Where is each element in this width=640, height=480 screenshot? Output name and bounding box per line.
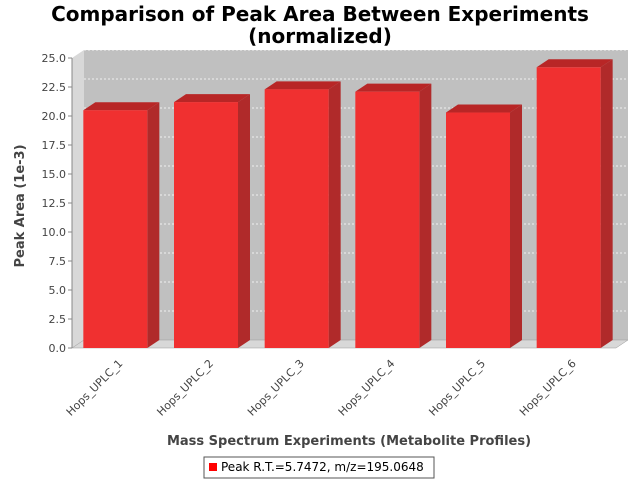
bar-side (600, 59, 613, 348)
y-axis-label: Peak Area (1e-3) (13, 144, 28, 267)
bar-top (174, 94, 250, 103)
y-axis: 0.0 2.5 5.0 7.5 10.0 12.5 15.0 17.5 20.0 22.5 25.0 (42, 52, 73, 355)
legend-label: Peak R.T.=5.7472, m/z=195.0648 (221, 460, 424, 474)
bar-side (510, 104, 522, 349)
bar-front (446, 112, 510, 349)
bar-front (536, 67, 601, 348)
bar-top (83, 102, 160, 111)
y-tick-label: 17.5 (42, 139, 67, 152)
bar-front (264, 89, 329, 348)
bars (83, 59, 613, 349)
bar (446, 104, 522, 349)
x-tick-label: Hops_UPLC_4 (336, 357, 398, 419)
bar-top (355, 83, 432, 92)
bar-side (147, 102, 160, 348)
y-tick-label: 22.5 (42, 81, 67, 94)
bar-front (355, 91, 420, 348)
bar (174, 94, 250, 348)
y-tick-label: 7.5 (49, 255, 67, 268)
x-tick-label: Hops_UPLC_5 (426, 357, 488, 419)
bar-top (264, 81, 341, 90)
y-tick-label: 5.0 (49, 284, 67, 297)
chart-title: Comparison of Peak Area Between Experime… (51, 2, 589, 26)
bar-side (419, 83, 432, 348)
y-tick-label: 10.0 (42, 226, 67, 239)
x-tick-label: Hops_UPLC_3 (245, 357, 307, 419)
bar (536, 59, 613, 348)
x-tick-label: Hops_UPLC_2 (154, 357, 216, 419)
y-tick-label: 20.0 (42, 110, 67, 123)
plot-side-wall (72, 50, 84, 348)
x-axis-label: Mass Spectrum Experiments (Metabolite Pr… (167, 434, 531, 449)
bar (355, 83, 432, 348)
chart-subtitle: (normalized) (248, 24, 392, 48)
bar (264, 81, 341, 348)
bar-side (238, 94, 250, 348)
x-axis: Hops_UPLC_1 Hops_UPLC_2 Hops_UPLC_3 Hops_UP… (64, 357, 579, 419)
bar-top (446, 104, 522, 113)
y-tick-label: 2.5 (49, 313, 67, 326)
y-tick-label: 15.0 (42, 168, 67, 181)
bar-front (174, 102, 238, 348)
y-tick-label: 12.5 (42, 197, 67, 210)
bar-top (536, 59, 613, 68)
bar-side (328, 81, 341, 348)
x-tick-label: Hops_UPLC_1 (64, 357, 126, 419)
y-tick-label: 25.0 (42, 52, 67, 65)
legend: Peak R.T.=5.7472, m/z=195.0648 (203, 456, 435, 479)
legend-box (203, 456, 435, 479)
y-tick-label: 0.0 (49, 342, 67, 355)
bar (83, 102, 160, 348)
bar-front (83, 110, 148, 348)
x-tick-label: Hops_UPLC_6 (517, 357, 579, 419)
legend-swatch (209, 463, 217, 471)
